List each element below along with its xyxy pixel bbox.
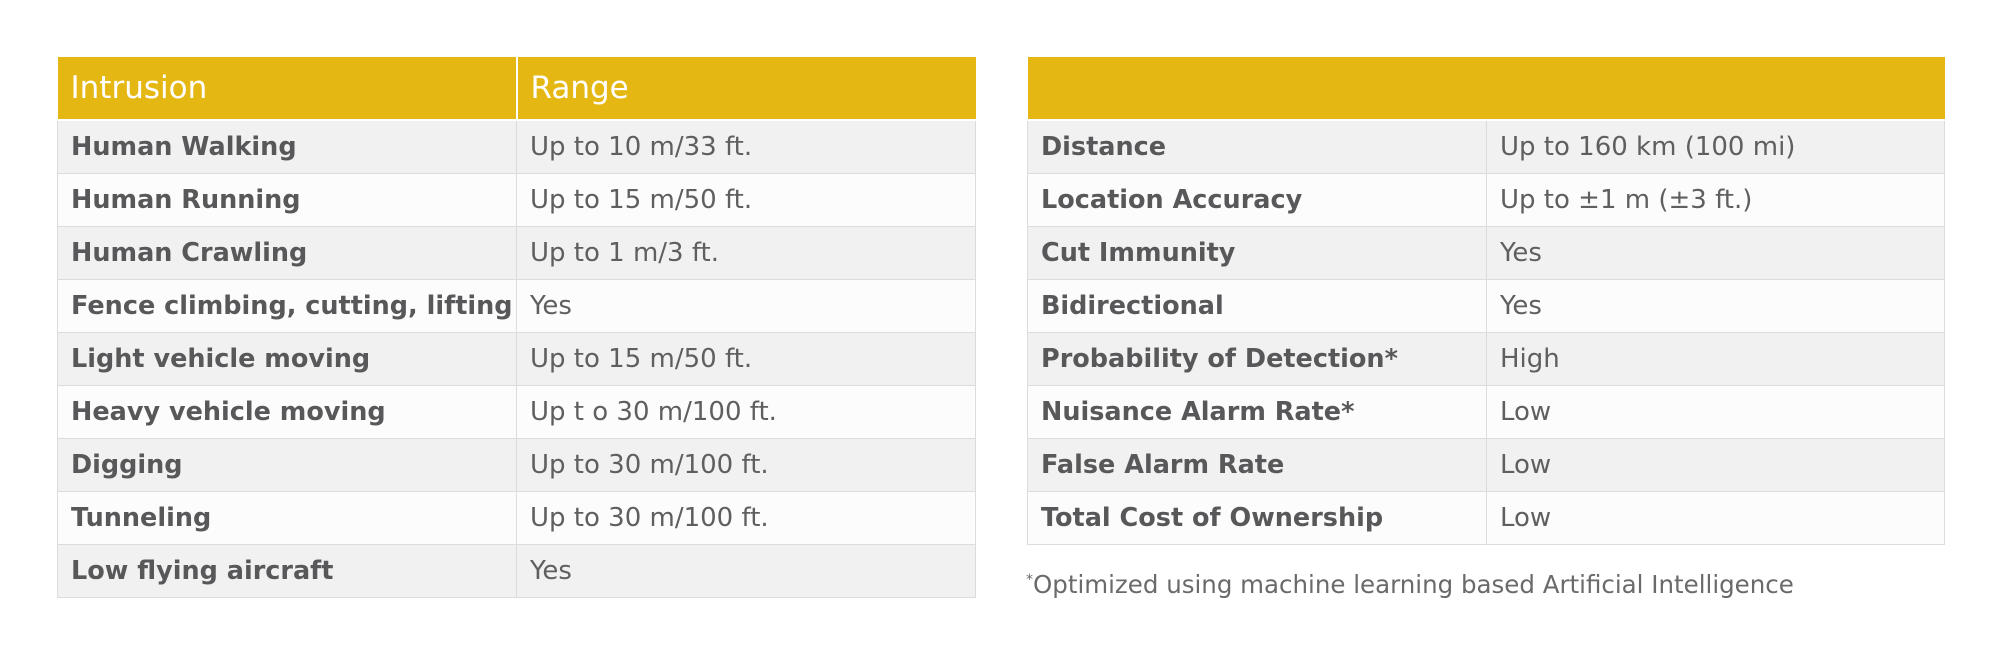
row-label: Total Cost of Ownership (1027, 491, 1487, 545)
row-value: Up to 160 km (100 mi) (1486, 119, 1945, 174)
table-row: Cut Immunity Yes (1027, 226, 1945, 280)
table-row: Low flying aircraft Yes (57, 544, 976, 598)
row-label: Nuisance Alarm Rate* (1027, 385, 1487, 439)
table-row: Nuisance Alarm Rate* Low (1027, 385, 1945, 439)
row-label: Human Walking (57, 119, 517, 174)
row-value: High (1486, 332, 1945, 386)
row-value: Yes (516, 544, 976, 598)
header-bar (1027, 57, 1945, 121)
table-row: Human Crawling Up to 1 m/3 ft. (57, 226, 976, 280)
row-value: Low (1486, 491, 1945, 545)
table-row: Tunneling Up to 30 m/100 ft. (57, 491, 976, 545)
table-row: Bidirectional Yes (1027, 279, 1945, 333)
row-label: Location Accuracy (1027, 173, 1487, 227)
table-row: Probability of Detection* High (1027, 332, 1945, 386)
table-row: Fence climbing, cutting, lifting Yes (57, 279, 976, 333)
row-label: Tunneling (57, 491, 517, 545)
row-value: Up to 30 m/100 ft. (516, 438, 976, 492)
row-label: Probability of Detection* (1027, 332, 1487, 386)
header-range: Range (515, 57, 976, 121)
row-value: Up to 15 m/50 ft. (516, 332, 976, 386)
table-row: Location Accuracy Up to ±1 m (±3 ft.) (1027, 173, 1945, 227)
table-row: Total Cost of Ownership Low (1027, 491, 1945, 545)
intrusion-range-table: Intrusion Range Human Walking Up to 10 m… (57, 57, 976, 598)
row-label: Fence climbing, cutting, lifting (57, 279, 517, 333)
row-label: False Alarm Rate (1027, 438, 1487, 492)
row-value: Up to ±1 m (±3 ft.) (1486, 173, 1945, 227)
table-row: Heavy vehicle moving Up t o 30 m/100 ft. (57, 385, 976, 439)
row-value: Up to 15 m/50 ft. (516, 173, 976, 227)
row-label: Human Running (57, 173, 517, 227)
row-value: Yes (1486, 279, 1945, 333)
row-label: Distance (1027, 119, 1487, 174)
row-label: Bidirectional (1027, 279, 1487, 333)
row-value: Up to 10 m/33 ft. (516, 119, 976, 174)
table-header-row: Intrusion Range (57, 57, 976, 121)
header-intrusion: Intrusion (57, 57, 518, 121)
row-value: Up t o 30 m/100 ft. (516, 385, 976, 439)
row-value: Yes (1486, 226, 1945, 280)
row-value: Low (1486, 385, 1945, 439)
footnote-text: Optimized using machine learning based A… (1033, 570, 1794, 599)
row-label: Heavy vehicle moving (57, 385, 517, 439)
row-label: Human Crawling (57, 226, 517, 280)
footnote: *Optimized using machine learning based … (1026, 570, 1794, 599)
row-label: Cut Immunity (1027, 226, 1487, 280)
row-value: Up to 30 m/100 ft. (516, 491, 976, 545)
table-row: False Alarm Rate Low (1027, 438, 1945, 492)
table-row: Human Running Up to 15 m/50 ft. (57, 173, 976, 227)
table-row: Light vehicle moving Up to 15 m/50 ft. (57, 332, 976, 386)
footnote-marker: * (1026, 572, 1033, 588)
table-row: Digging Up to 30 m/100 ft. (57, 438, 976, 492)
table-row: Distance Up to 160 km (100 mi) (1027, 119, 1945, 174)
row-value: Low (1486, 438, 1945, 492)
table-row: Human Walking Up to 10 m/33 ft. (57, 119, 976, 174)
row-label: Low flying aircraft (57, 544, 517, 598)
row-value: Up to 1 m/3 ft. (516, 226, 976, 280)
row-label: Digging (57, 438, 517, 492)
row-value: Yes (516, 279, 976, 333)
row-label: Light vehicle moving (57, 332, 517, 386)
table-header-row (1027, 57, 1945, 121)
performance-table: Distance Up to 160 km (100 mi) Location … (1027, 57, 1945, 545)
